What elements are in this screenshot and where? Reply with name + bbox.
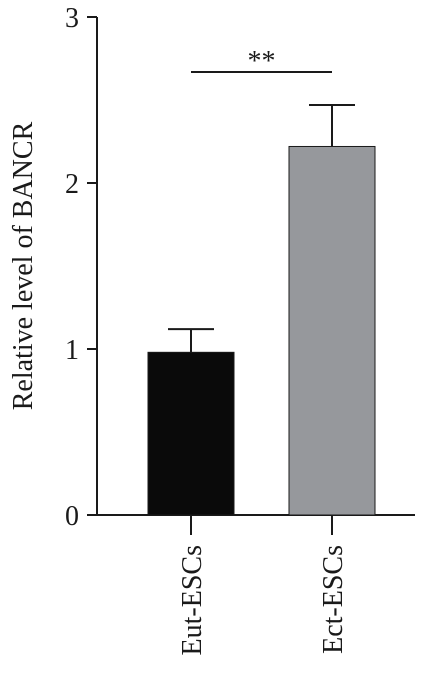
y-axis-label: Relative level of BANCR	[8, 121, 39, 410]
bar	[147, 351, 235, 516]
y-tick-label: 2	[65, 169, 79, 200]
x-tick-label: Ect-ESCs	[318, 545, 349, 654]
y-tick-label: 3	[65, 3, 79, 34]
y-tick-label: 1	[65, 335, 79, 366]
significance-label: **	[248, 46, 276, 77]
y-tick-label: 0	[65, 501, 79, 532]
bar	[288, 145, 376, 516]
x-tick-label: Eut-ESCs	[177, 545, 208, 655]
